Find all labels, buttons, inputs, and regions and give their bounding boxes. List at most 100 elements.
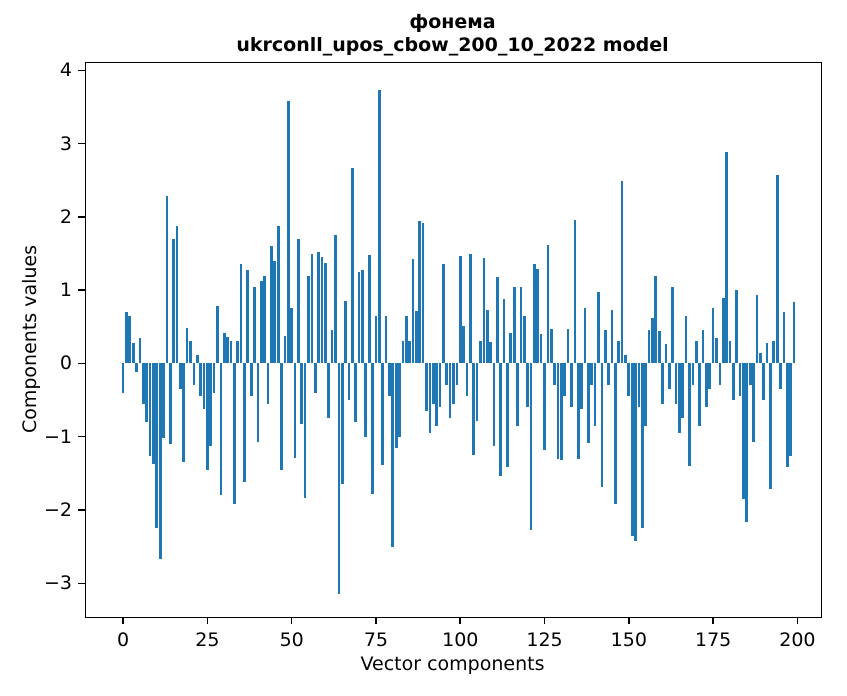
bar — [792, 301, 796, 364]
bar — [266, 363, 270, 404]
bar — [549, 329, 553, 364]
bar — [684, 315, 688, 364]
bar — [654, 276, 658, 364]
x-tick-mark — [543, 617, 546, 624]
bar — [216, 306, 219, 364]
bar — [485, 309, 489, 364]
bar — [742, 363, 745, 499]
bar — [435, 363, 438, 426]
bar — [465, 363, 469, 397]
x-tick-mark — [122, 617, 124, 624]
bar — [624, 355, 627, 364]
bar — [344, 301, 347, 364]
bar — [431, 363, 435, 404]
bar — [762, 363, 766, 401]
bar — [384, 315, 388, 364]
bar — [472, 363, 476, 456]
bar — [391, 363, 395, 548]
x-tick-mark — [290, 617, 293, 624]
bar — [276, 226, 280, 364]
bar — [334, 235, 337, 364]
bar — [421, 222, 425, 364]
bar — [172, 238, 175, 364]
y-tick-mark — [78, 509, 85, 511]
bar — [495, 276, 499, 364]
bar — [469, 254, 472, 364]
bar — [189, 341, 192, 364]
bar — [607, 363, 610, 386]
bar — [192, 363, 196, 386]
bar — [445, 363, 449, 386]
bar — [728, 341, 732, 364]
bar — [640, 363, 644, 528]
bar — [573, 219, 577, 364]
x-tick-mark — [459, 617, 461, 624]
bar — [256, 363, 260, 442]
bar — [789, 363, 792, 456]
bar — [125, 312, 128, 364]
bar — [533, 263, 536, 364]
bar — [408, 341, 411, 364]
bar — [745, 363, 749, 523]
y-tick-label: −1 — [43, 425, 72, 448]
x-tick-label: 50 — [279, 629, 304, 651]
bar — [158, 363, 162, 560]
chart-title: фонема ukrconll_upos_cbow_200_10_2022 mo… — [85, 11, 820, 57]
bar — [148, 363, 152, 456]
bar — [721, 298, 725, 364]
y-tick-mark — [78, 289, 85, 291]
y-tick-label: −2 — [43, 499, 72, 521]
bar — [526, 363, 530, 408]
bar — [330, 330, 334, 364]
bar — [293, 363, 297, 458]
bar — [499, 363, 503, 476]
bar — [367, 254, 371, 364]
bar — [553, 363, 556, 386]
bar — [705, 363, 708, 408]
bar — [711, 307, 715, 364]
bar — [286, 101, 290, 364]
bar — [347, 363, 351, 401]
chart-title-line2: ukrconll_upos_cbow_200_10_2022 model — [236, 34, 669, 56]
bar — [354, 363, 358, 423]
bar — [313, 363, 317, 393]
y-tick-mark — [78, 142, 85, 145]
bar — [442, 263, 445, 364]
bar — [418, 220, 422, 364]
bar — [678, 363, 681, 434]
bar — [634, 363, 637, 541]
bar — [229, 341, 233, 364]
bar — [307, 275, 310, 364]
bar — [715, 337, 718, 364]
bar — [769, 363, 772, 489]
bar — [371, 363, 374, 494]
bar — [175, 226, 179, 364]
x-tick-mark — [712, 617, 714, 624]
bar — [785, 363, 789, 468]
bar — [492, 363, 496, 447]
bar — [340, 363, 344, 485]
bar — [141, 363, 145, 404]
bar — [209, 363, 213, 447]
bar — [701, 330, 705, 364]
bar — [782, 312, 786, 364]
bar — [522, 315, 526, 364]
bar — [637, 363, 641, 408]
bar — [455, 363, 459, 386]
bar — [617, 341, 621, 364]
bar — [600, 363, 604, 488]
x-axis-label: Vector components — [360, 653, 545, 675]
bar — [610, 309, 614, 364]
bar — [512, 287, 516, 364]
bar — [233, 363, 236, 505]
x-tick-label: 100 — [442, 629, 479, 651]
bar — [698, 363, 701, 426]
y-tick-mark — [78, 216, 85, 218]
bar — [182, 363, 186, 463]
bar — [415, 310, 418, 364]
bar — [273, 260, 277, 364]
bar — [647, 330, 651, 364]
bar — [162, 363, 165, 439]
bar — [195, 354, 199, 364]
bar — [556, 363, 560, 460]
